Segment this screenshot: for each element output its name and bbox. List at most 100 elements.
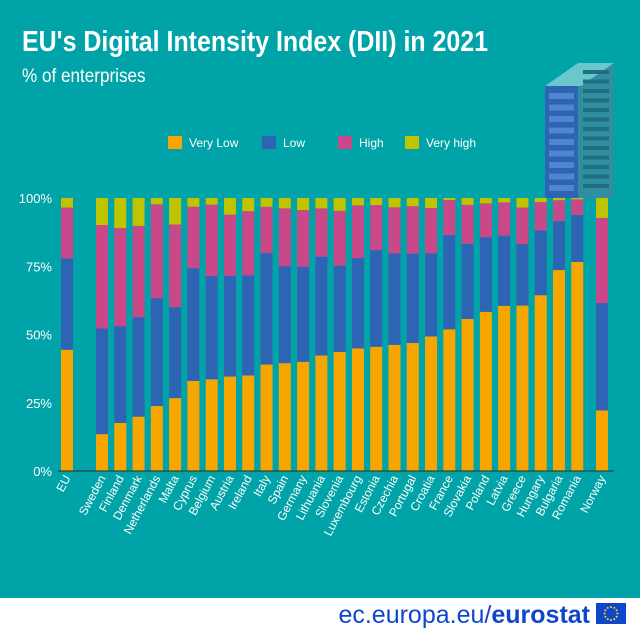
y-tick-label: 100% <box>19 191 53 206</box>
bar-segment-very-high <box>96 198 108 226</box>
bar-segment-very-high <box>406 198 419 207</box>
bar-segment-very-high <box>114 198 127 229</box>
building-window <box>549 116 574 122</box>
bar-cyprus <box>187 198 200 471</box>
bar-segment-very-high <box>425 198 438 209</box>
bar-segment-low <box>96 328 108 435</box>
x-tick-label: EU <box>53 473 73 494</box>
y-tick-label: 75% <box>26 259 52 274</box>
bar-segment-very-low <box>370 346 383 471</box>
eu-flag-star <box>613 618 616 621</box>
bar-segment-low <box>297 266 310 362</box>
stacked-bar-chart: Very Low Low High Very high 0% 25% 50% 75% 100%… <box>19 63 614 538</box>
bar-segment-very-high <box>260 198 273 207</box>
bar-segment-very-high <box>479 198 492 204</box>
bar-france <box>443 198 456 471</box>
legend-swatch-low <box>262 136 276 149</box>
bar-romania <box>571 198 584 471</box>
bar-segment-very-low <box>461 318 474 471</box>
eu-flag-star <box>604 609 607 612</box>
legend-label-high: High <box>359 136 384 150</box>
bar-segment-very-low <box>479 311 492 471</box>
bar-czechia <box>388 198 401 471</box>
building-window <box>583 117 609 122</box>
bar-norway <box>596 198 608 471</box>
bar-segment-very-high <box>169 198 182 225</box>
bar-segment-high <box>315 208 328 257</box>
bar-segment-very-low <box>425 336 438 471</box>
bar-segment-low <box>425 253 438 337</box>
bar-ireland <box>242 198 255 471</box>
bar-segment-low <box>333 265 346 352</box>
bar-segment-very-low <box>516 305 529 471</box>
bar-segment-high <box>205 204 218 277</box>
legend-swatch-very-low <box>168 136 182 149</box>
bar-segment-very-high <box>516 198 529 208</box>
bar-segment-high <box>479 203 492 238</box>
bar-segment-low <box>534 230 547 296</box>
building-window <box>583 70 609 74</box>
bar-bulgaria <box>553 198 565 471</box>
bar-segment-high <box>96 225 108 329</box>
bar-italy <box>260 198 273 471</box>
bar-slovakia <box>461 198 474 471</box>
building-window <box>583 79 609 84</box>
bar-segment-low <box>596 303 608 411</box>
bar-segment-high <box>571 199 584 215</box>
building-window <box>549 162 574 168</box>
bar-lithuania <box>315 198 328 471</box>
eu-flag-star <box>610 606 612 608</box>
bar-segment-low <box>61 258 73 350</box>
bar-segment-very-low <box>315 355 328 471</box>
bar-segment-low <box>132 317 145 417</box>
footer: ec.europa.eu/eurostat <box>0 598 640 640</box>
bar-hungary <box>534 198 547 471</box>
bar-segment-high <box>351 205 364 259</box>
bar-austria <box>223 198 236 471</box>
bar-segment-very-low <box>571 261 584 471</box>
bar-segment-high <box>278 208 291 267</box>
eu-flag-star <box>615 615 618 618</box>
bar-segment-very-low <box>187 380 200 471</box>
bar-segment-high <box>297 210 310 267</box>
bar-segment-low <box>278 266 291 364</box>
bar-netherlands <box>150 198 163 471</box>
bar-segment-very-low <box>223 376 236 471</box>
bar-segment-very-low <box>169 398 182 471</box>
bar-segment-low <box>169 307 182 399</box>
bar-segment-low <box>315 256 328 356</box>
bar-segment-high <box>388 207 401 254</box>
building-window <box>583 174 609 179</box>
building-window <box>549 93 574 99</box>
building-window <box>583 136 609 141</box>
bar-segment-low <box>370 250 383 347</box>
bar-segment-high <box>114 228 127 327</box>
eu-flag-star <box>603 612 606 615</box>
bar-segment-high <box>61 207 73 259</box>
bar-segment-very-high <box>333 198 346 211</box>
bar-segment-high <box>534 202 547 231</box>
chart-subtitle: % of enterprises <box>22 66 146 87</box>
legend-label-very-high: Very high <box>426 136 476 150</box>
bar-segment-very-high <box>242 198 255 212</box>
bar-segment-very-high <box>223 198 236 215</box>
bar-segment-high <box>169 224 182 308</box>
bar-segment-high <box>333 210 346 266</box>
bar-segment-very-high <box>132 198 145 226</box>
chart-legend: Very Low Low High Very high <box>168 136 476 150</box>
bar-segment-very-low <box>132 416 145 471</box>
bar-segment-high <box>498 202 511 236</box>
bar-segment-very-low <box>278 363 291 471</box>
bar-segment-low <box>443 235 456 330</box>
building-window <box>583 127 609 131</box>
bar-segment-very-low <box>443 329 456 471</box>
source-link[interactable]: ec.europa.eu/eurostat <box>338 601 590 630</box>
building-window <box>583 146 609 150</box>
bar-segment-high <box>461 204 474 244</box>
eu-flag-star <box>616 612 619 615</box>
bar-segment-very-low <box>498 305 511 471</box>
bar-segment-high <box>150 204 163 299</box>
chart-title: EU's Digital Intensity Index (DII) in 20… <box>22 26 489 58</box>
bar-segment-very-low <box>150 406 163 471</box>
bar-denmark <box>132 198 145 471</box>
